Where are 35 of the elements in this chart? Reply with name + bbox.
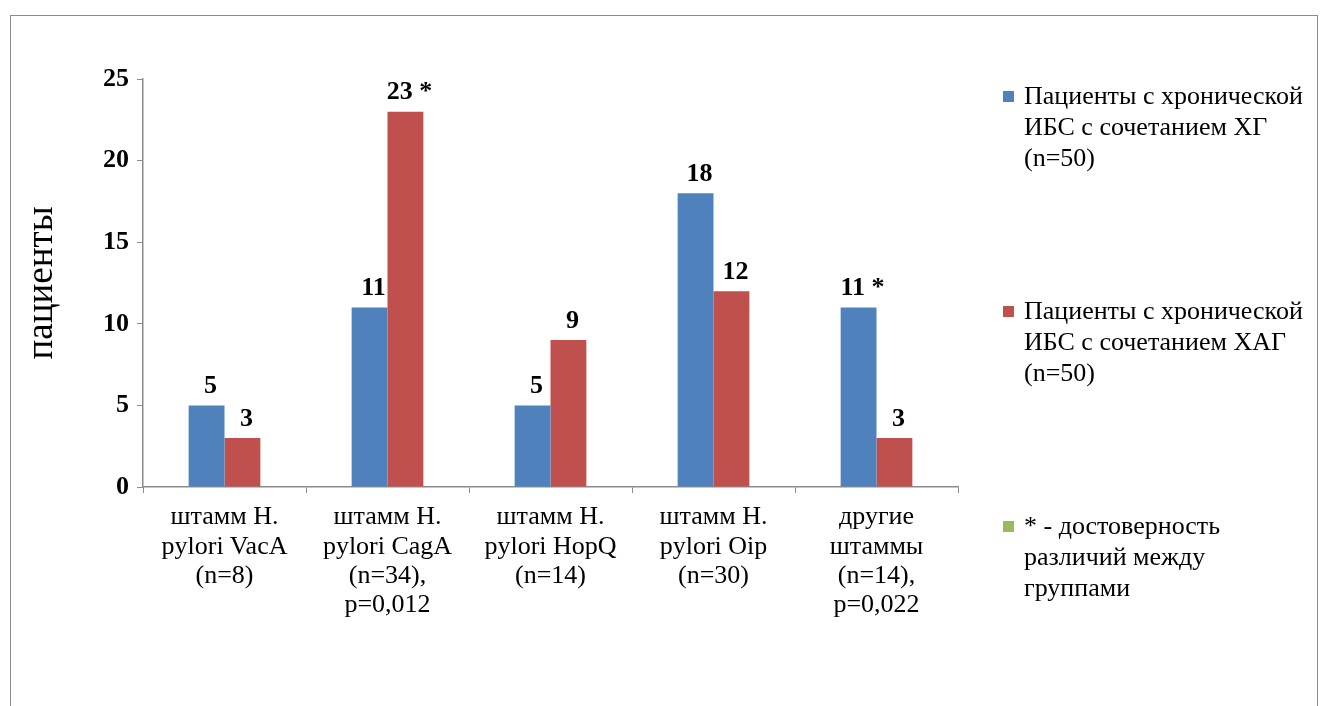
bar xyxy=(514,405,551,487)
bar xyxy=(840,307,877,487)
data-label: 23 * xyxy=(386,76,433,106)
data-label: 9 xyxy=(565,304,579,334)
data-label: 5 xyxy=(530,370,544,400)
y-tick-label: 5 xyxy=(116,389,129,419)
data-label: 3 xyxy=(239,402,253,432)
bar xyxy=(351,307,388,487)
data-label: 11 xyxy=(361,272,386,302)
y-tick-label: 15 xyxy=(103,225,129,255)
legend-label: Пациенты с хронической ИБС с сочетанием ХАГ (n=50) xyxy=(1024,295,1304,388)
x-tick-label: штамм H. pylori VacA (n=8) xyxy=(161,501,288,589)
data-label: 12 xyxy=(722,255,749,285)
y-axis-title: пациенты xyxy=(18,206,60,360)
x-tick-label: другие штаммы (n=14), p=0,022 xyxy=(829,501,924,618)
data-label: 11 * xyxy=(840,272,885,302)
data-label: 5 xyxy=(204,370,218,400)
data-label: 3 xyxy=(891,402,905,432)
bar xyxy=(550,340,587,487)
y-tick-label: 25 xyxy=(103,62,129,92)
x-tick-label: штамм H. pylori CagA (n=34), p=0,012 xyxy=(322,501,453,618)
y-tick-label: 20 xyxy=(103,144,129,174)
y-tick-label: 0 xyxy=(116,470,129,500)
legend-label: Пациенты с хронической ИБС с сочетанием ХГ (n=50) xyxy=(1024,80,1304,173)
legend-label: * - достоверность различий между группами xyxy=(1024,510,1222,603)
data-label: 18 xyxy=(686,157,713,187)
x-tick-label: штамм H. pylori Oip (n=30) xyxy=(659,501,768,589)
bar xyxy=(224,438,261,487)
x-tick-label: штамм H. pylori HopQ (n=14) xyxy=(484,501,617,589)
bar xyxy=(713,291,750,487)
bar xyxy=(387,111,424,487)
bar xyxy=(677,193,714,487)
bar xyxy=(876,438,913,487)
y-tick-label: 10 xyxy=(103,307,129,337)
bar xyxy=(188,405,225,487)
